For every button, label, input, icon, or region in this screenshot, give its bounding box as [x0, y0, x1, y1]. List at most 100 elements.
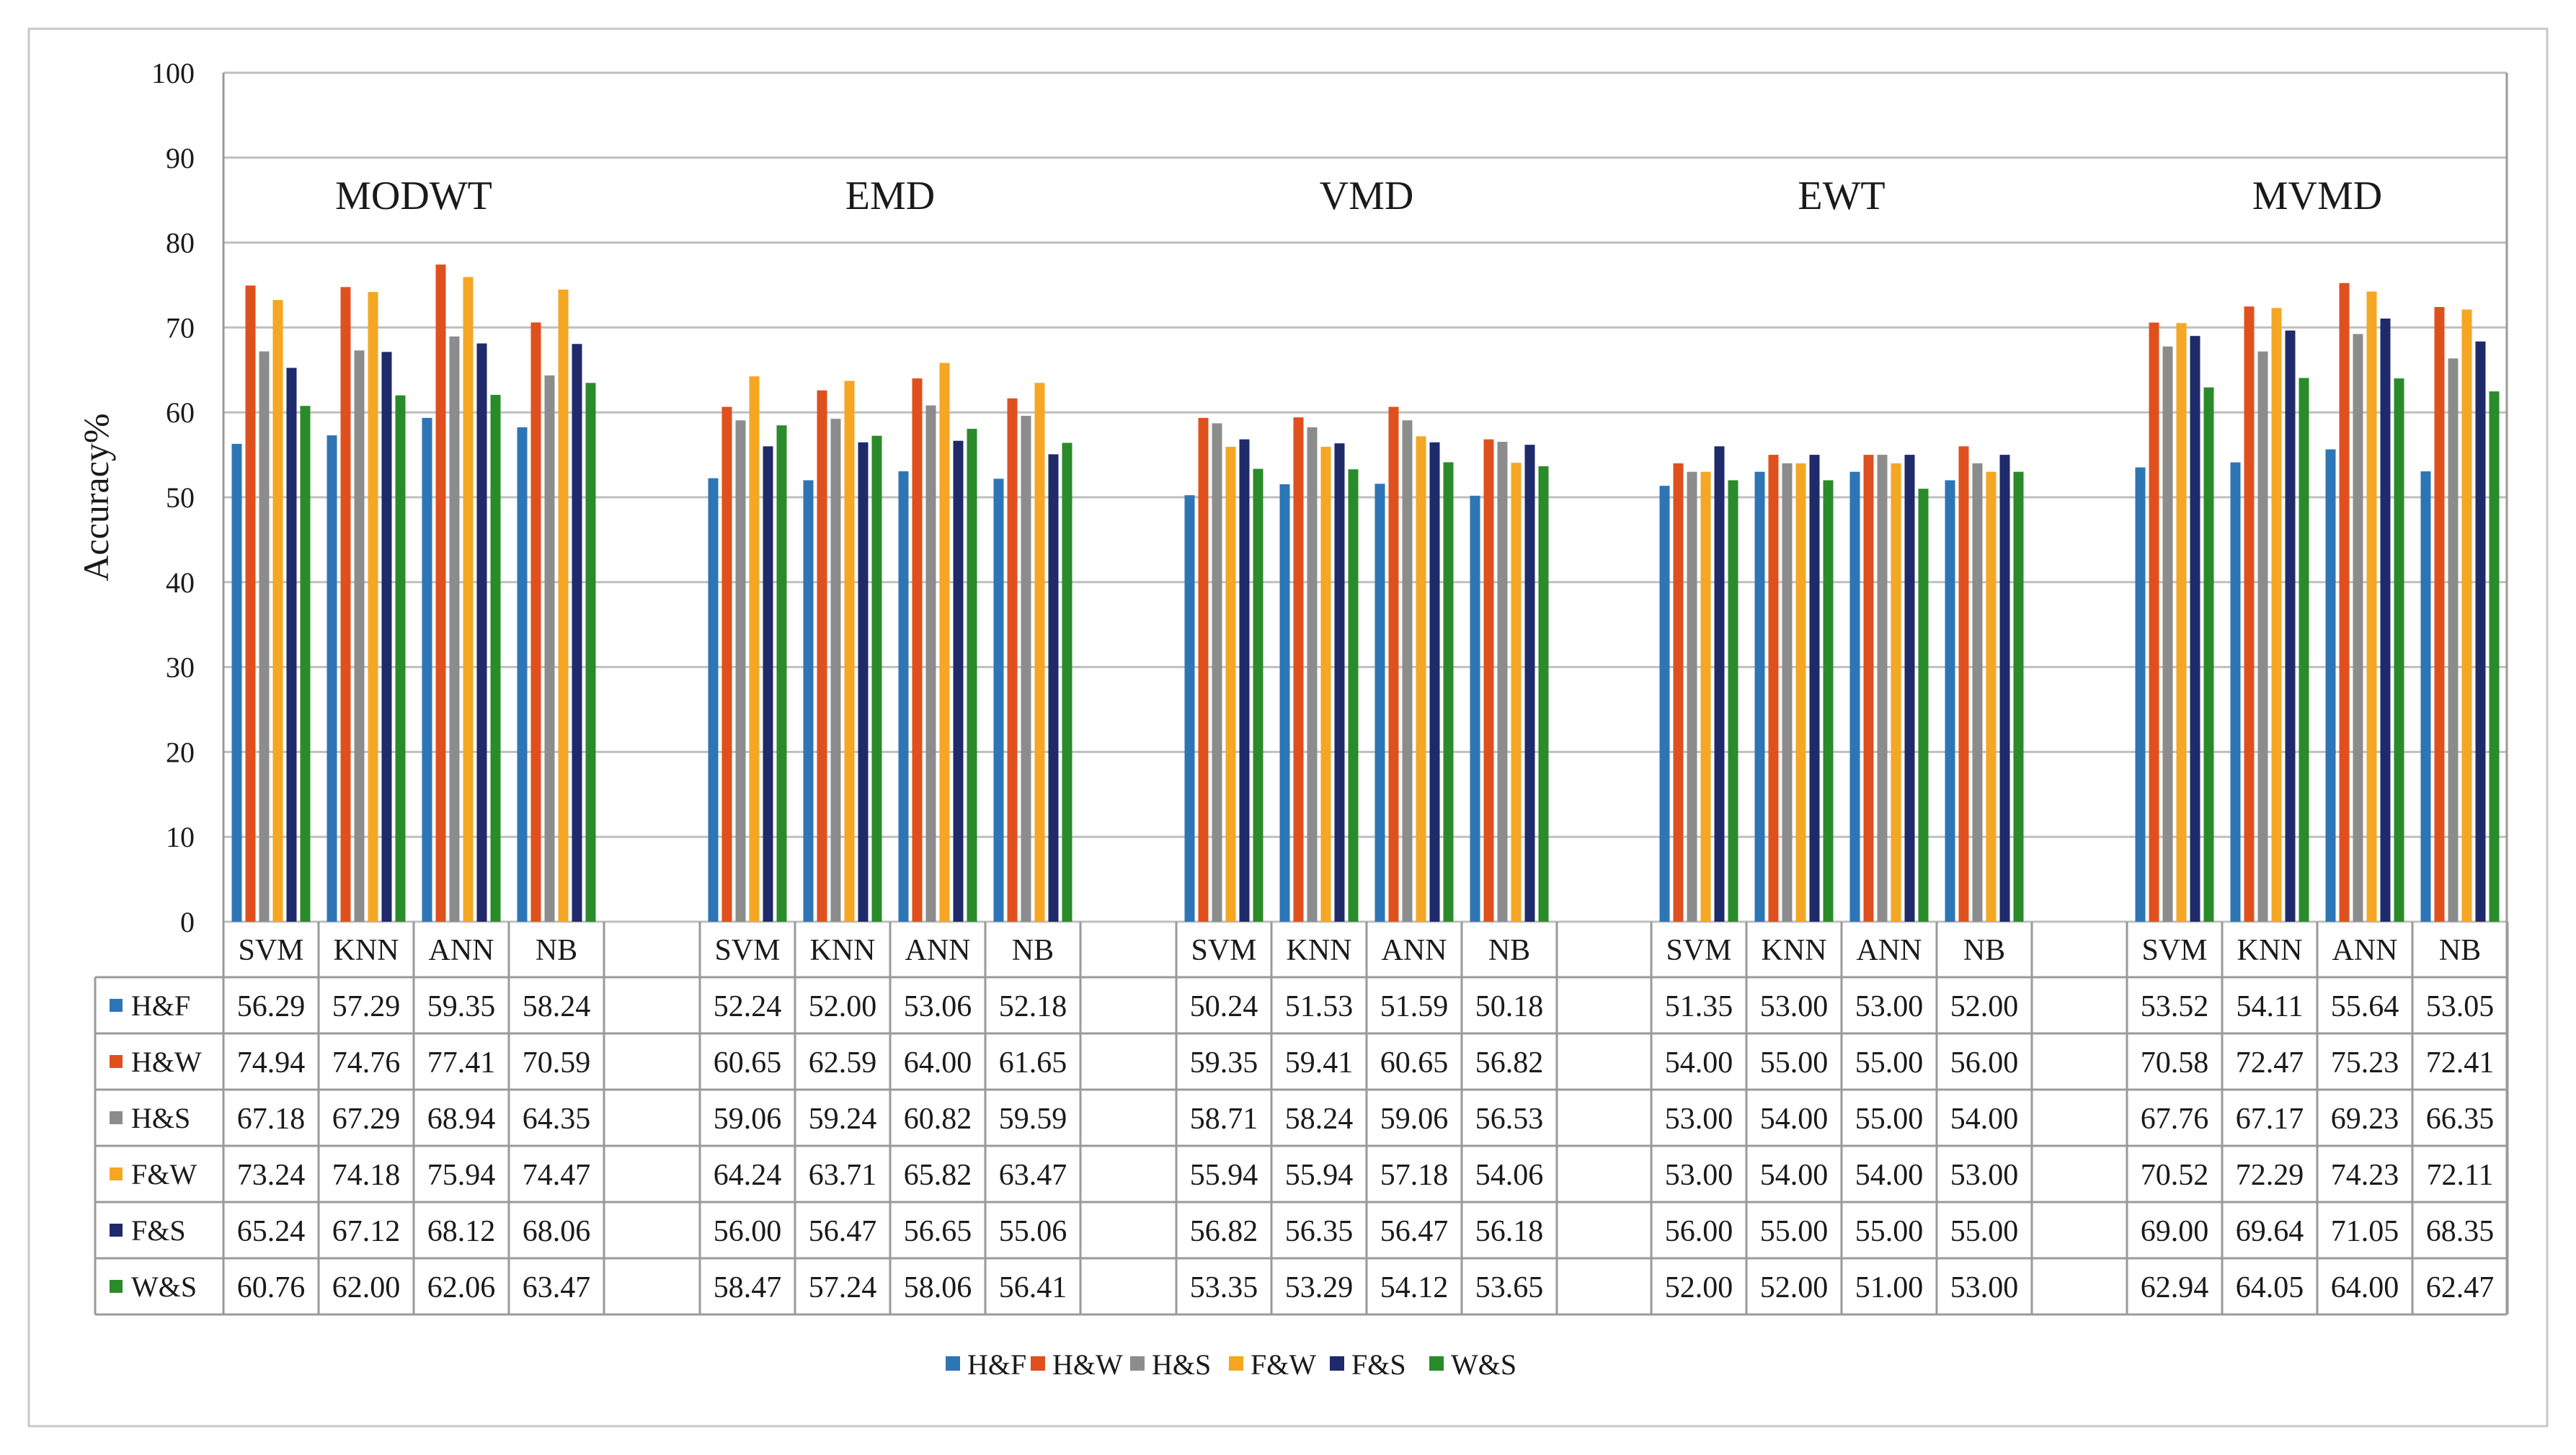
y-tick-label: 60 [166, 396, 195, 429]
bar [259, 351, 270, 922]
table-value: 67.76 [2141, 1103, 2209, 1136]
data-table: SVM KNN ANN NB SVM KNN ANN NB SVM KNN ANN NB SVM KNN A… [94, 73, 2509, 1316]
bar [490, 394, 501, 922]
bar [1184, 495, 1195, 922]
row-series-name: F&W [131, 1158, 197, 1191]
table-header-label: NB [1488, 934, 1530, 967]
table-header-label: SVM [238, 934, 303, 967]
table-value: 74.23 [2331, 1159, 2399, 1192]
bar [1429, 442, 1440, 922]
row-series-name: H&S [131, 1102, 190, 1134]
table-header-label: KNN [2237, 934, 2303, 967]
bar [1687, 471, 1697, 922]
table-value: 59.24 [809, 1103, 877, 1136]
table-header-label: ANN [1857, 934, 1922, 967]
row-series-name: H&W [131, 1046, 202, 1078]
bar [2475, 341, 2486, 922]
table-value: 62.06 [427, 1271, 496, 1304]
bar [2434, 307, 2445, 922]
y-axis-label: Accuracy% [76, 413, 116, 581]
bar [1483, 439, 1494, 922]
table-value: 51.59 [1380, 990, 1449, 1023]
bar [1972, 463, 1983, 922]
table-value: 56.53 [1475, 1103, 1544, 1136]
table-value: 56.00 [1950, 1046, 2019, 1080]
legend-label: F&W [1251, 1348, 1316, 1381]
legend-key [1330, 1356, 1344, 1371]
table-header-label: KNN [810, 934, 876, 967]
y-tick-label: 20 [166, 736, 195, 768]
table-value: 52.00 [1665, 1271, 1733, 1304]
bar [1511, 463, 1522, 922]
table-value: 59.06 [714, 1103, 782, 1136]
bar [912, 378, 923, 922]
bar [449, 336, 460, 922]
table-value: 51.53 [1285, 990, 1354, 1023]
bar [1904, 455, 1915, 922]
bar [967, 429, 977, 922]
bar [354, 350, 365, 922]
table-value: 56.47 [1380, 1215, 1449, 1248]
bar [245, 285, 256, 922]
table-value: 74.94 [237, 1046, 306, 1080]
bar [2176, 323, 2187, 922]
bar [2366, 291, 2377, 922]
table-value: 77.41 [427, 1046, 496, 1080]
row-series-name: F&S [131, 1214, 186, 1247]
table-value: 53.00 [1855, 990, 1924, 1023]
table-value: 55.00 [1855, 1046, 1924, 1080]
bar [898, 471, 909, 922]
y-tick-label: 40 [166, 566, 195, 599]
table-value: 53.65 [1475, 1271, 1544, 1304]
table-value: 62.59 [809, 1046, 877, 1080]
table-value: 64.00 [2331, 1271, 2399, 1304]
bar [2244, 306, 2255, 922]
legend-key [1429, 1356, 1444, 1371]
bar [544, 375, 555, 922]
table-value: 54.06 [1475, 1159, 1544, 1192]
table-value: 53.00 [1760, 990, 1829, 1023]
bar [2339, 282, 2350, 922]
table-value: 74.47 [523, 1159, 591, 1192]
bar [572, 344, 582, 922]
bar [721, 406, 732, 922]
bar [1334, 443, 1345, 922]
legend-label: H&W [1052, 1348, 1123, 1381]
bar [381, 352, 392, 922]
table-value: 65.82 [904, 1159, 972, 1192]
bar [1768, 455, 1779, 922]
bar [1293, 417, 1304, 922]
bar [1524, 445, 1535, 922]
table-value: 70.52 [2141, 1159, 2209, 1192]
bar [858, 442, 869, 922]
bar [2299, 378, 2309, 922]
table-value: 53.06 [904, 990, 972, 1023]
table-value: 73.24 [237, 1159, 306, 1192]
table-value: 58.71 [1190, 1103, 1258, 1136]
table-header-label: ANN [905, 934, 971, 967]
bar [993, 479, 1004, 922]
bar [1443, 462, 1454, 922]
group-titles: MODWT EMD VMD EWT MVMD [335, 174, 2382, 218]
table-value: 52.24 [714, 990, 782, 1023]
bar [2325, 449, 2336, 922]
group-title: EWT [1798, 174, 1885, 218]
bar [1754, 471, 1765, 922]
bar [708, 478, 719, 922]
bar [817, 390, 827, 922]
bar [925, 405, 936, 922]
y-tick-label: 80 [166, 227, 195, 259]
table-value: 69.64 [2236, 1215, 2304, 1248]
bar [463, 277, 474, 922]
table-value: 60.65 [1380, 1046, 1449, 1080]
bar [2257, 351, 2268, 922]
table-value: 55.00 [1855, 1215, 1924, 1248]
table-value: 55.94 [1285, 1159, 1354, 1192]
bar [368, 292, 378, 922]
bar [1877, 455, 1888, 922]
legend-label: F&S [1351, 1348, 1406, 1381]
bar [1374, 484, 1385, 922]
table-value: 75.94 [427, 1159, 496, 1192]
bar [1348, 469, 1359, 922]
